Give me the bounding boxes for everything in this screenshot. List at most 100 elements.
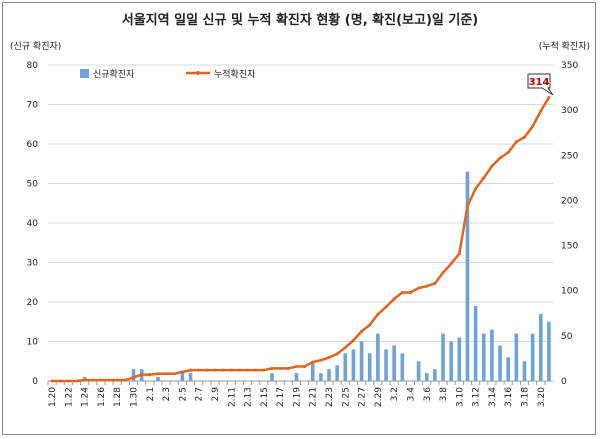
- left-tick-label: 0: [32, 377, 38, 387]
- right-tick-label: 50: [561, 332, 573, 342]
- bar-2.27: [359, 341, 364, 381]
- right-tick-label: 350: [561, 61, 578, 71]
- line-point-3.20: [539, 109, 543, 113]
- bar-2.19: [294, 373, 299, 381]
- right-tick-label: 0: [561, 377, 567, 387]
- bar-2.28: [367, 353, 372, 381]
- line-point-2.5: [180, 370, 184, 374]
- line-point-1.22: [66, 379, 70, 383]
- bar-2.16: [270, 373, 274, 381]
- line-point-1.24: [83, 378, 87, 382]
- bar-3.18: [522, 361, 527, 381]
- bar-3.3: [400, 353, 405, 381]
- legend: 신규확진자 누적확진자: [80, 68, 256, 80]
- bar-3.14: [490, 329, 494, 381]
- line-point-2.11: [229, 368, 233, 372]
- line-point-3.7: [433, 281, 437, 285]
- bar-3.10: [457, 337, 462, 381]
- bar-3.5: [416, 361, 421, 381]
- line-point-2.15: [262, 368, 266, 372]
- line-point-2.12: [237, 368, 241, 372]
- x-tick-label: 1.26: [97, 387, 107, 407]
- line-point-3.8: [441, 271, 445, 275]
- bar-3.21: [547, 321, 551, 381]
- bar-2.24: [335, 365, 339, 381]
- line-point-2.19: [294, 365, 298, 369]
- right-tick-label: 300: [561, 106, 578, 116]
- line-point-2.18: [286, 366, 290, 370]
- line-point-3.4: [408, 291, 412, 295]
- line-point-3.14: [490, 164, 494, 168]
- right-tick-label: 100: [561, 287, 578, 297]
- line-point-3.12: [474, 187, 478, 191]
- bar-2.26: [351, 349, 356, 381]
- x-tick-label: 2.3: [162, 387, 172, 401]
- line-point-3.18: [522, 135, 526, 139]
- x-tick-label: 2.17: [276, 387, 286, 407]
- x-tick-label: 2.29: [374, 387, 384, 407]
- left-axis-title: (신규 확진자): [10, 40, 61, 52]
- bar-1.30: [131, 369, 136, 381]
- x-tick-label: 2.7: [195, 387, 205, 401]
- line-point-2.14: [254, 368, 258, 372]
- x-tick-label: 3.6: [423, 387, 433, 402]
- line-point-3.2: [392, 297, 396, 301]
- line-point-2.7: [197, 368, 201, 372]
- right-tick-label: 250: [561, 151, 578, 161]
- line-point-2.25: [343, 346, 347, 350]
- legend-bar-swatch: [80, 69, 89, 78]
- legend-bar-label: 신규확진자: [93, 68, 135, 80]
- bar-2.22: [319, 373, 323, 381]
- bar-3.8: [441, 333, 445, 381]
- callout-314: 314: [527, 73, 554, 96]
- line-point-2.3: [164, 372, 168, 376]
- left-tick-label: 80: [27, 61, 39, 71]
- line-point-3.15: [498, 156, 502, 160]
- left-tick-label: 70: [27, 101, 39, 111]
- x-tick-label: 2.13: [244, 387, 254, 407]
- line-point-1.21: [58, 379, 62, 383]
- line-point-2.6: [189, 368, 193, 372]
- bar-3.12: [473, 305, 478, 381]
- bar-2.6: [188, 373, 193, 381]
- bar-2.25: [343, 353, 348, 381]
- line-point-3.11: [465, 204, 469, 208]
- x-tick-label: 2.1: [146, 387, 156, 401]
- x-tick-label: 1.28: [113, 387, 123, 407]
- line-point-2.27: [360, 329, 364, 333]
- line-point-2.26: [351, 338, 355, 342]
- left-tick-label: 10: [27, 338, 39, 348]
- line-point-2.21: [311, 360, 315, 364]
- bar-2.23: [327, 369, 331, 381]
- x-tick-label: 2.15: [260, 387, 270, 407]
- legend-line-label: 누적확진자: [214, 68, 256, 80]
- chart-frame: [2, 2, 596, 435]
- line-point-3.13: [482, 176, 486, 180]
- line-point-3.5: [417, 286, 421, 290]
- bar-3.16: [506, 357, 511, 381]
- x-tick-label: 3.16: [504, 387, 514, 407]
- bar-3.6: [424, 373, 429, 381]
- left-tick-label: 60: [27, 140, 39, 150]
- line-point-1.23: [75, 379, 79, 383]
- x-tick-label: 3.4: [406, 387, 416, 402]
- x-tick-label: 1.24: [81, 387, 91, 407]
- line-point-3.17: [514, 140, 518, 144]
- x-tick-label: 1.30: [130, 387, 140, 407]
- line-point-2.10: [221, 368, 225, 372]
- x-tick-label: 2.11: [227, 387, 237, 407]
- right-tick-label: 150: [561, 242, 578, 252]
- left-tick-label: 30: [27, 259, 39, 269]
- x-tick-label: 2.5: [178, 387, 188, 401]
- x-tick-label: 2.23: [325, 387, 335, 407]
- x-tick-label: 1.20: [48, 387, 58, 407]
- right-tick-label: 200: [561, 196, 578, 206]
- line-point-3.19: [531, 124, 535, 128]
- x-tick-label: 2.9: [211, 387, 221, 402]
- x-tick-label: 3.8: [439, 387, 449, 402]
- line-point-1.27: [107, 378, 111, 382]
- line-point-2.17: [278, 366, 282, 370]
- line-point-1.26: [99, 378, 103, 382]
- bar-2.5: [180, 373, 185, 381]
